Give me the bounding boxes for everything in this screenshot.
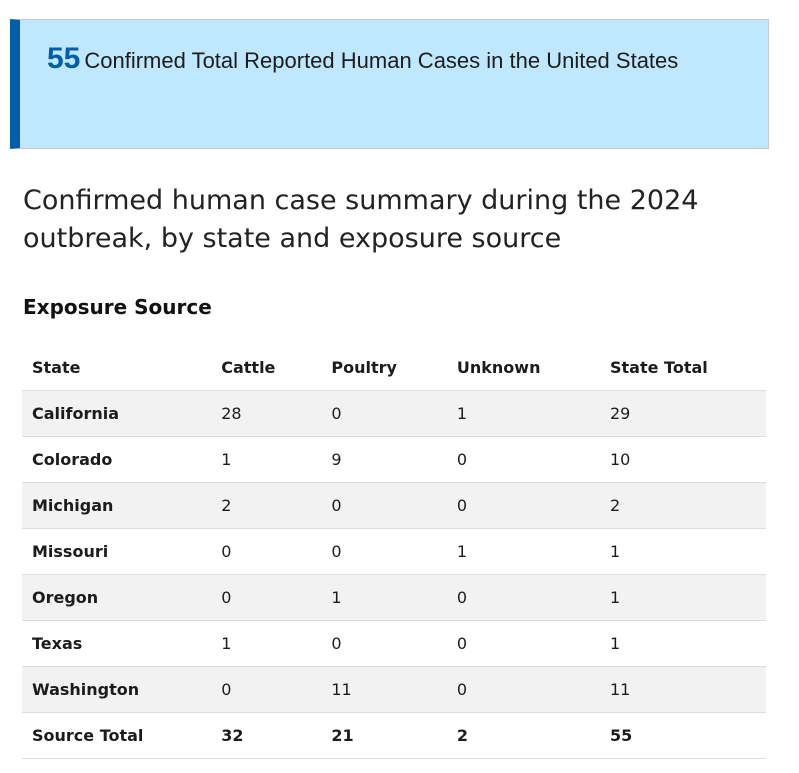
- table-cell: 1: [211, 436, 322, 483]
- table-cell: 0: [446, 620, 600, 667]
- table-cell: 0: [446, 482, 600, 529]
- table-cell: 0: [211, 574, 322, 621]
- table-cell: 1: [600, 620, 766, 667]
- table-row: Michigan 2 0 0 2: [22, 482, 766, 529]
- table-cell: 10: [600, 436, 766, 483]
- case-summary-table: State Cattle Poultry Unknown State Total Cal…: [22, 345, 766, 759]
- row-label: Source Total: [22, 712, 212, 759]
- table-cell: 0: [321, 482, 447, 529]
- row-label: Michigan: [22, 482, 212, 529]
- column-header: Cattle: [211, 345, 322, 391]
- table-cell: 2: [600, 482, 766, 529]
- row-label: Colorado: [22, 436, 212, 483]
- table-cell: 0: [211, 666, 322, 713]
- table-cell: 55: [600, 712, 766, 759]
- table-cell: 11: [321, 666, 447, 713]
- table-cell: 0: [321, 620, 447, 667]
- row-label: Texas: [22, 620, 212, 667]
- table-header-row: State Cattle Poultry Unknown State Total: [22, 345, 766, 391]
- table-cell: 1: [446, 390, 600, 437]
- table-cell: 11: [600, 666, 766, 713]
- total-row: Source Total 32 21 2 55: [22, 712, 766, 759]
- table-row: California 28 0 1 29: [22, 390, 766, 437]
- table-row: Missouri 0 0 1 1: [22, 528, 766, 575]
- table-cell: 32: [211, 712, 322, 759]
- table-cell: 21: [321, 712, 447, 759]
- table-row: Colorado 1 9 0 10: [22, 436, 766, 483]
- row-label: Oregon: [22, 574, 212, 621]
- column-header: Poultry: [321, 345, 447, 391]
- table-cell: 0: [321, 390, 447, 437]
- table-cell: 1: [321, 574, 447, 621]
- column-header: Unknown: [446, 345, 600, 391]
- table-cell: 1: [600, 528, 766, 575]
- table-cell: 2: [211, 482, 322, 529]
- table-cell: 0: [446, 574, 600, 621]
- row-label: Missouri: [22, 528, 212, 575]
- table-cell: 2: [446, 712, 600, 759]
- table-row: Oregon 0 1 0 1: [22, 574, 766, 621]
- callout-label: Confirmed Total Reported Human Cases in …: [84, 48, 679, 73]
- table-row: Texas 1 0 0 1: [22, 620, 766, 667]
- page-heading: Confirmed human case summary during the …: [23, 185, 699, 254]
- row-label: California: [22, 390, 212, 437]
- table-cell: 1: [600, 574, 766, 621]
- table-cell: 0: [446, 436, 600, 483]
- table-cell: 0: [321, 528, 447, 575]
- row-label: Washington: [22, 666, 212, 713]
- column-header: State Total: [600, 345, 766, 391]
- table-cell: 28: [211, 390, 322, 437]
- table-cell: 0: [446, 666, 600, 713]
- column-header: State: [22, 345, 212, 391]
- callout-text: 55 Confirmed Total Reported Human Cases i…: [47, 42, 678, 76]
- table-cell: 29: [600, 390, 766, 437]
- table-cell: 1: [211, 620, 322, 667]
- table-cell: 1: [446, 528, 600, 575]
- case-count-callout: 55 Confirmed Total Reported Human Cases i…: [10, 19, 769, 149]
- table-caption: Exposure Source: [23, 295, 212, 319]
- total-case-count: 55: [47, 42, 81, 75]
- table-cell: 9: [321, 436, 447, 483]
- table-cell: 0: [211, 528, 322, 575]
- table-row: Washington 0 11 0 11: [22, 666, 766, 713]
